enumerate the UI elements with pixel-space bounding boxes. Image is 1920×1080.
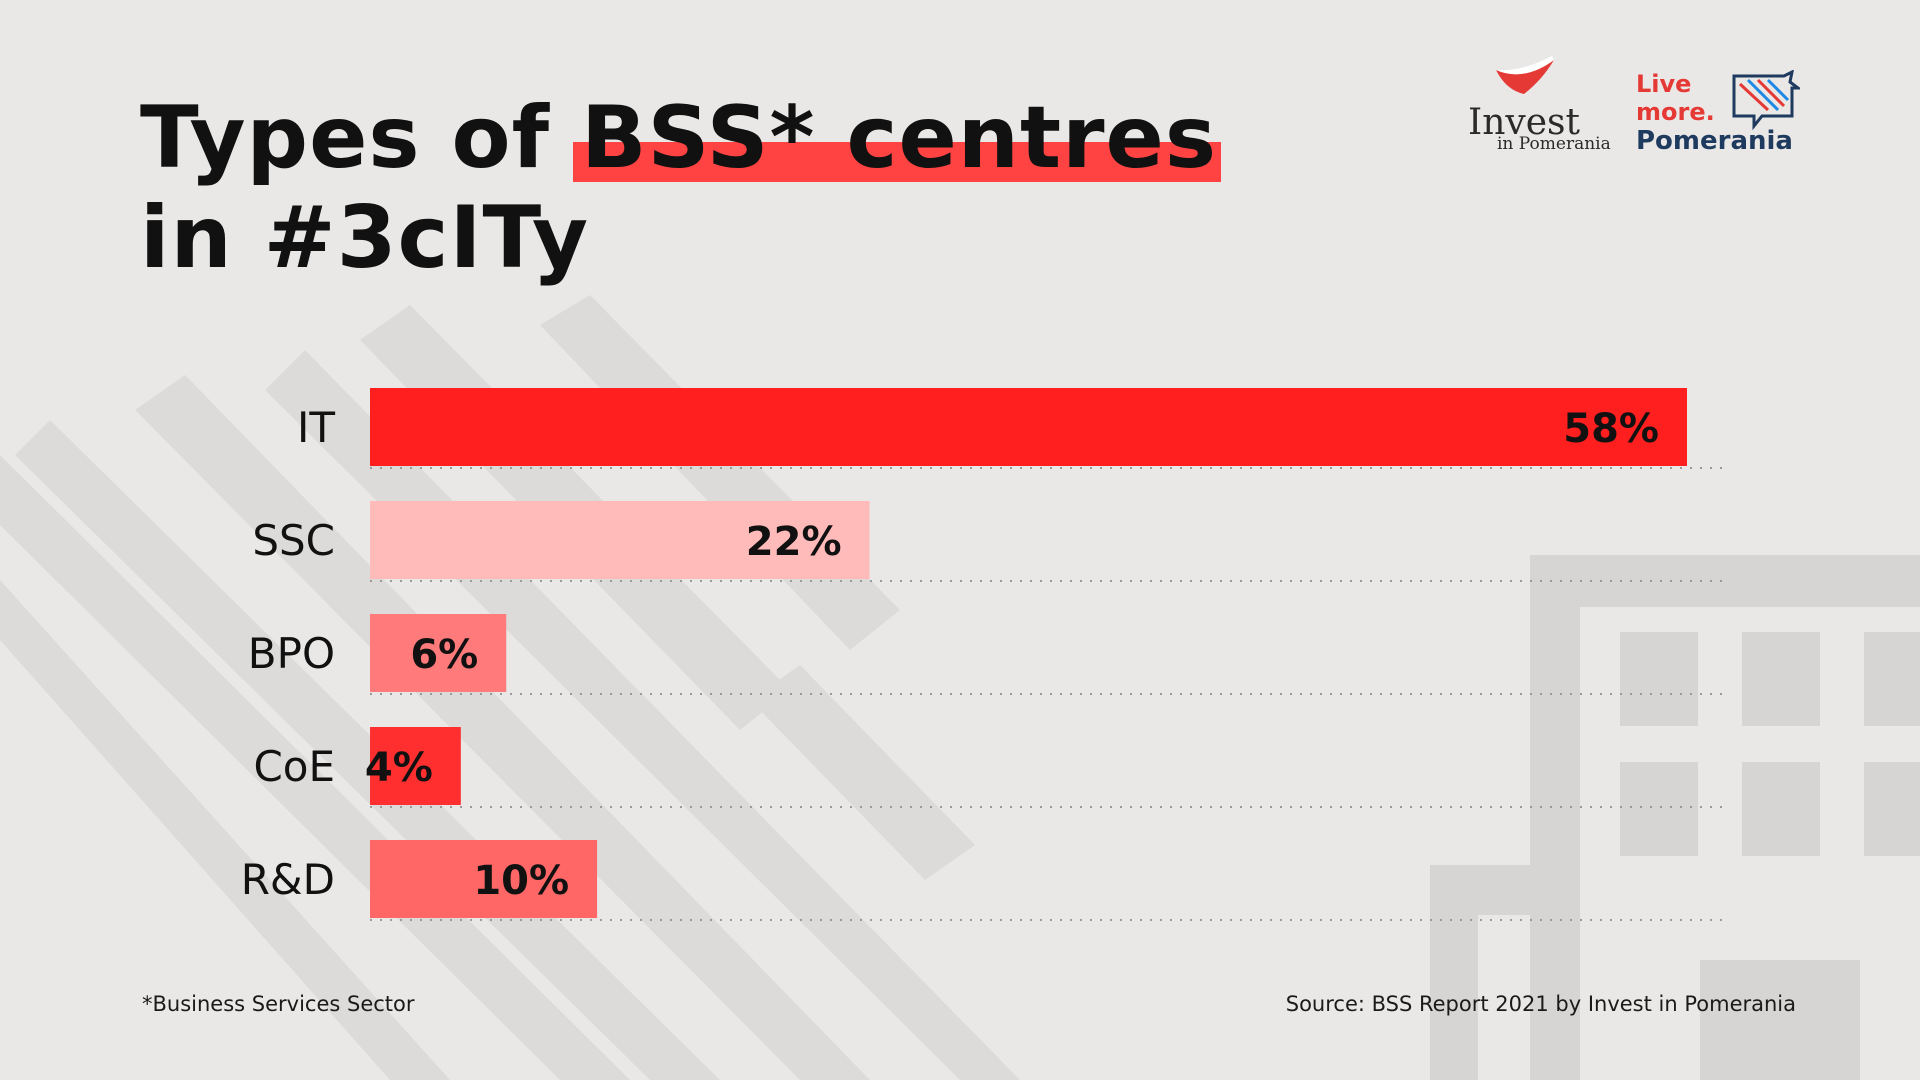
category-label-it: IT bbox=[297, 403, 335, 452]
title-line-2: in #3cITy bbox=[140, 188, 590, 288]
title-prefix: Types of bbox=[140, 88, 581, 188]
bar-ssc bbox=[370, 501, 870, 579]
value-label-it: 58% bbox=[1563, 406, 1659, 452]
chat-bubble-icon bbox=[1732, 70, 1800, 130]
value-label-r-d: 10% bbox=[473, 858, 569, 904]
bar-coe bbox=[370, 727, 461, 805]
value-label-coe: 4% bbox=[365, 745, 433, 791]
category-label-bpo: BPO bbox=[248, 629, 335, 678]
invest-word: Invest bbox=[1468, 102, 1580, 143]
bar-r-d bbox=[370, 840, 598, 918]
bar-bpo bbox=[370, 614, 507, 692]
live-word: Live bbox=[1636, 70, 1692, 98]
live-more-pomerania-logo: Live more. Pomerania bbox=[1636, 70, 1806, 170]
source-note: Source: BSS Report 2021 by Invest in Pom… bbox=[1285, 992, 1796, 1016]
building-silhouette bbox=[1430, 555, 1920, 1080]
invest-sub: in Pomerania bbox=[1497, 134, 1611, 154]
category-label-coe: CoE bbox=[253, 742, 335, 791]
more-word: more. bbox=[1636, 98, 1715, 126]
title-highlight-text: BSS* centres bbox=[580, 88, 1218, 188]
category-label-ssc: SSC bbox=[252, 516, 335, 565]
pomerania-word: Pomerania bbox=[1636, 126, 1793, 156]
flag-swoosh-icon bbox=[1496, 56, 1554, 94]
footnote: *Business Services Sector bbox=[142, 992, 415, 1016]
invest-in-pomerania-logo: Invest in Pomerania bbox=[1462, 52, 1612, 162]
title-line-1: Types of BSS* centres bbox=[140, 88, 1222, 188]
title-highlight: BSS* centres bbox=[572, 88, 1222, 188]
value-label-ssc: 22% bbox=[746, 519, 842, 565]
value-label-bpo: 6% bbox=[410, 632, 478, 678]
bar-it bbox=[370, 388, 1687, 466]
category-label-r-d: R&D bbox=[241, 855, 335, 904]
page-title: Types of BSS* centres in #3cITy bbox=[140, 88, 1222, 288]
